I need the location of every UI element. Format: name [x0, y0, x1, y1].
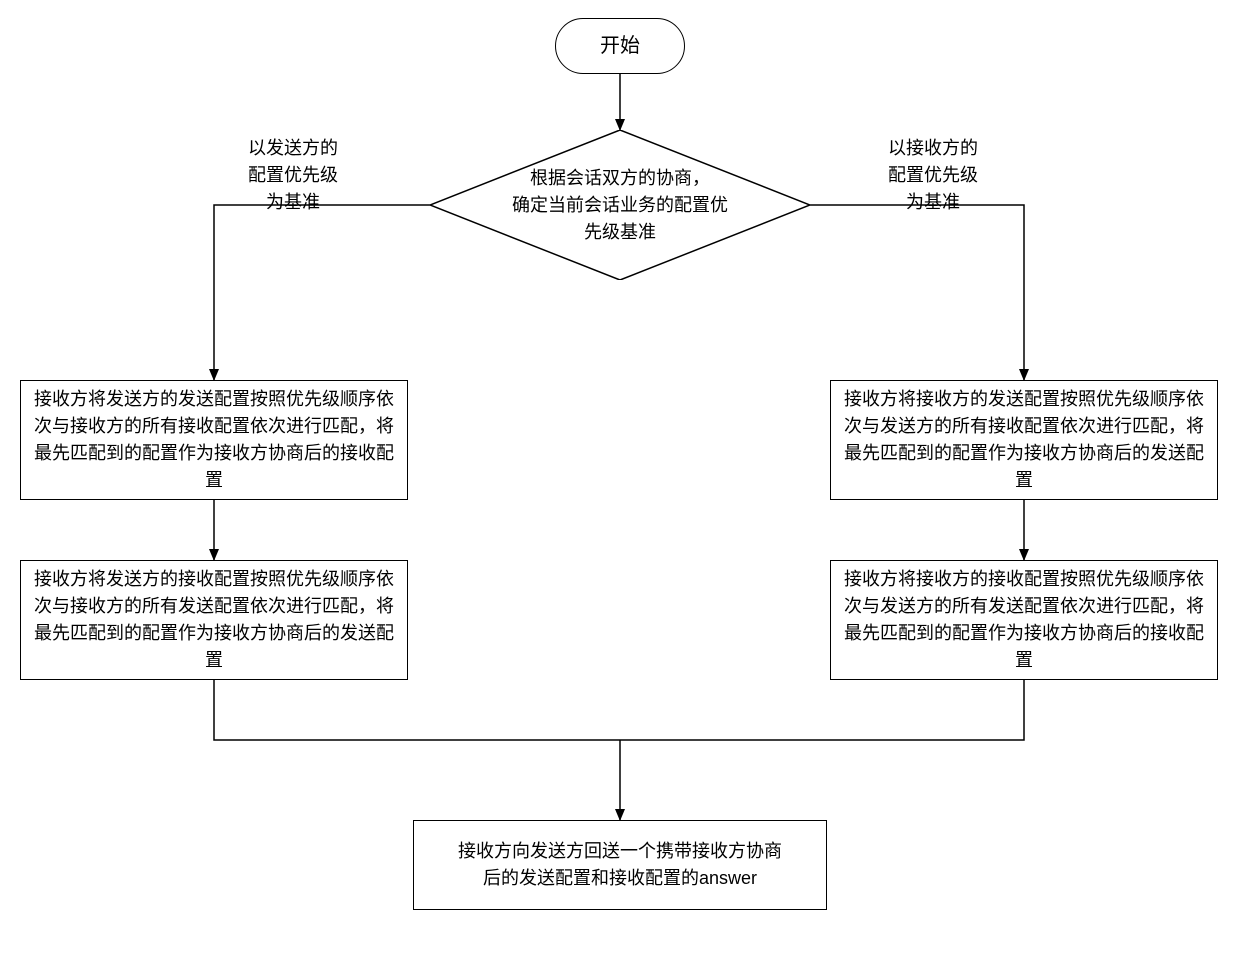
- start-label: 开始: [600, 31, 640, 61]
- left-step-1-label: 接收方将发送方的发送配置按照优先级顺序依次与接收方的所有接收配置依次进行匹配，将…: [33, 386, 395, 494]
- right-step-2: 接收方将接收方的接收配置按照优先级顺序依次与发送方的所有发送配置依次进行匹配，将…: [830, 560, 1218, 680]
- right-step-1-label: 接收方将接收方的发送配置按照优先级顺序依次与发送方的所有接收配置依次进行匹配，将…: [843, 386, 1205, 494]
- right-step-1: 接收方将接收方的发送配置按照优先级顺序依次与发送方的所有接收配置依次进行匹配，将…: [830, 380, 1218, 500]
- left-step-2: 接收方将发送方的接收配置按照优先级顺序依次与接收方的所有发送配置依次进行匹配，将…: [20, 560, 408, 680]
- merge-label: 接收方向发送方回送一个携带接收方协商后的发送配置和接收配置的answer: [458, 838, 782, 892]
- start-node: 开始: [555, 18, 685, 74]
- left-step-1: 接收方将发送方的发送配置按照优先级顺序依次与接收方的所有接收配置依次进行匹配，将…: [20, 380, 408, 500]
- branch-label-left: 以发送方的配置优先级为基准: [248, 135, 338, 216]
- left-step-2-label: 接收方将发送方的接收配置按照优先级顺序依次与接收方的所有发送配置依次进行匹配，将…: [33, 566, 395, 674]
- decision-node: 根据会话双方的协商，确定当前会话业务的配置优先级基准: [430, 130, 810, 280]
- branch-label-right: 以接收方的配置优先级为基准: [888, 135, 978, 216]
- merge-node: 接收方向发送方回送一个携带接收方协商后的发送配置和接收配置的answer: [413, 820, 827, 910]
- decision-label: 根据会话双方的协商，确定当前会话业务的配置优先级基准: [430, 130, 810, 280]
- right-step-2-label: 接收方将接收方的接收配置按照优先级顺序依次与发送方的所有发送配置依次进行匹配，将…: [843, 566, 1205, 674]
